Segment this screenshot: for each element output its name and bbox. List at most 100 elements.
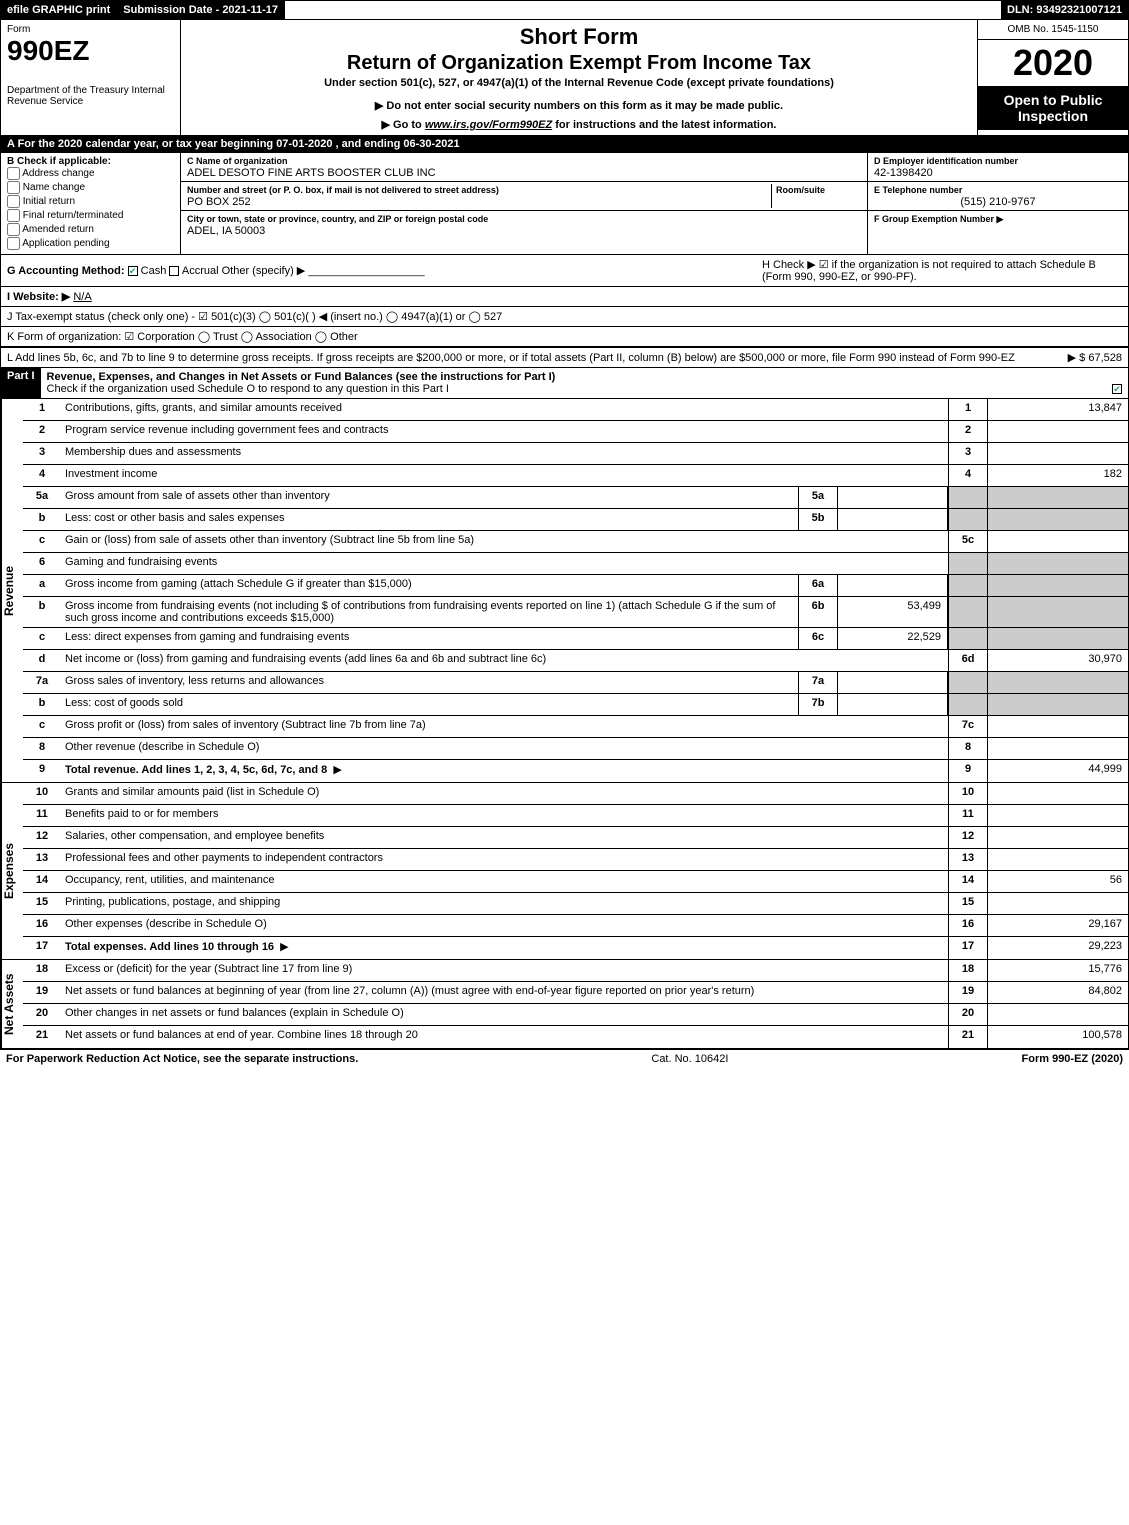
row-rnum: 15 (948, 893, 988, 914)
row-rnum: 5c (948, 531, 988, 552)
row-rval: 100,578 (988, 1026, 1128, 1048)
row-rnum: 6d (948, 650, 988, 671)
dln: DLN: 93492321007121 (1001, 1, 1128, 19)
chk-final-return[interactable]: Final return/terminated (7, 209, 174, 222)
row-rval (988, 827, 1128, 848)
row-rnum: 21 (948, 1026, 988, 1048)
footer-right: Form 990-EZ (2020) (1022, 1053, 1123, 1065)
row-rnum (948, 509, 988, 530)
table-row: 15Printing, publications, postage, and s… (23, 893, 1128, 915)
chk-initial-return[interactable]: Initial return (7, 195, 174, 208)
row-num: c (23, 531, 61, 552)
line-l-text: L Add lines 5b, 6c, and 7b to line 9 to … (7, 352, 1060, 364)
row-desc: Net assets or fund balances at end of ye… (61, 1026, 948, 1048)
row-subnum: 7b (798, 694, 838, 715)
table-row: dNet income or (loss) from gaming and fu… (23, 650, 1128, 672)
netassets-side-label: Net Assets (1, 960, 23, 1048)
row-desc: Gain or (loss) from sale of assets other… (61, 531, 948, 552)
row-desc: Excess or (deficit) for the year (Subtra… (61, 960, 948, 981)
table-row: 16Other expenses (describe in Schedule O… (23, 915, 1128, 937)
chk-application-pending[interactable]: Application pending (7, 237, 174, 250)
form-number: 990EZ (7, 35, 174, 67)
row-desc: Contributions, gifts, grants, and simila… (61, 399, 948, 420)
row-rnum: 19 (948, 982, 988, 1003)
row-rnum: 11 (948, 805, 988, 826)
expenses-section: Expenses 10Grants and similar amounts pa… (0, 783, 1129, 960)
city-value: ADEL, IA 50003 (187, 225, 265, 237)
row-rnum: 13 (948, 849, 988, 870)
row-rval: 44,999 (988, 760, 1128, 782)
chk-address-change[interactable]: Address change (7, 167, 174, 180)
part-i-sub: Check if the organization used Schedule … (47, 383, 449, 395)
row-rnum: 18 (948, 960, 988, 981)
row-num: 17 (23, 937, 61, 959)
line-g-label: G Accounting Method: (7, 265, 125, 277)
chk-accrual[interactable] (169, 266, 179, 276)
chk-cash[interactable] (128, 266, 138, 276)
row-rval (988, 716, 1128, 737)
ein-value: 42-1398420 (874, 167, 933, 179)
row-rval (988, 509, 1128, 530)
row-num: 19 (23, 982, 61, 1003)
row-num: a (23, 575, 61, 596)
row-rval: 84,802 (988, 982, 1128, 1003)
row-rval (988, 628, 1128, 649)
tax-year: 2020 (978, 40, 1128, 86)
table-row: 20Other changes in net assets or fund ba… (23, 1004, 1128, 1026)
link-pre: ▶ Go to (382, 119, 425, 131)
row-num: 3 (23, 443, 61, 464)
footer-left: For Paperwork Reduction Act Notice, see … (6, 1053, 358, 1065)
row-rval: 56 (988, 871, 1128, 892)
irs-link[interactable]: www.irs.gov/Form990EZ (425, 119, 552, 131)
row-desc: Net income or (loss) from gaming and fun… (61, 650, 948, 671)
row-desc: Gross sales of inventory, less returns a… (61, 672, 798, 693)
line-h: H Check ▶ ☑ if the organization is not r… (762, 258, 1122, 283)
row-num: b (23, 509, 61, 530)
chk-schedule-o[interactable] (1112, 384, 1122, 394)
row-subval (838, 575, 948, 596)
short-form-title: Short Form (189, 24, 969, 50)
row-desc: Other expenses (describe in Schedule O) (61, 915, 948, 936)
website-value: N/A (73, 291, 91, 303)
efile-link[interactable]: efile GRAPHIC print (1, 1, 117, 19)
footer-mid: Cat. No. 10642I (651, 1053, 728, 1065)
table-row: 3Membership dues and assessments3 (23, 443, 1128, 465)
row-rval (988, 487, 1128, 508)
row-desc: Gross amount from sale of assets other t… (61, 487, 798, 508)
row-num: b (23, 694, 61, 715)
room-label: Room/suite (776, 185, 825, 195)
table-row: 2Program service revenue including gover… (23, 421, 1128, 443)
row-rval: 15,776 (988, 960, 1128, 981)
row-num: 21 (23, 1026, 61, 1048)
tel-label: E Telephone number (874, 185, 962, 195)
open-to-public: Open to Public Inspection (978, 86, 1128, 130)
revenue-section: Revenue 1Contributions, gifts, grants, a… (0, 399, 1129, 783)
row-rnum (948, 694, 988, 715)
row-desc: Printing, publications, postage, and shi… (61, 893, 948, 914)
row-rval: 13,847 (988, 399, 1128, 420)
row-rval (988, 805, 1128, 826)
table-row: 14Occupancy, rent, utilities, and mainte… (23, 871, 1128, 893)
row-num: c (23, 716, 61, 737)
chk-name-change[interactable]: Name change (7, 181, 174, 194)
row-desc: Less: direct expenses from gaming and fu… (61, 628, 798, 649)
row-rval (988, 738, 1128, 759)
row-a-period: A For the 2020 calendar year, or tax yea… (0, 136, 1129, 153)
row-rnum: 17 (948, 937, 988, 959)
chk-amended-return[interactable]: Amended return (7, 223, 174, 236)
row-subval (838, 672, 948, 693)
row-desc: Membership dues and assessments (61, 443, 948, 464)
row-num: 1 (23, 399, 61, 420)
chk-application-pending-label: Application pending (22, 238, 109, 249)
row-desc: Benefits paid to or for members (61, 805, 948, 826)
link-post: for instructions and the latest informat… (555, 119, 776, 131)
line-k: K Form of organization: ☑ Corporation ◯ … (0, 327, 1129, 348)
row-rnum: 16 (948, 915, 988, 936)
group-exemption-label: F Group Exemption Number ▶ (874, 214, 1003, 224)
table-row: 8Other revenue (describe in Schedule O)8 (23, 738, 1128, 760)
form-word: Form (7, 24, 174, 35)
row-rnum: 4 (948, 465, 988, 486)
row-subnum: 5a (798, 487, 838, 508)
row-num: 6 (23, 553, 61, 574)
row-rnum (948, 553, 988, 574)
